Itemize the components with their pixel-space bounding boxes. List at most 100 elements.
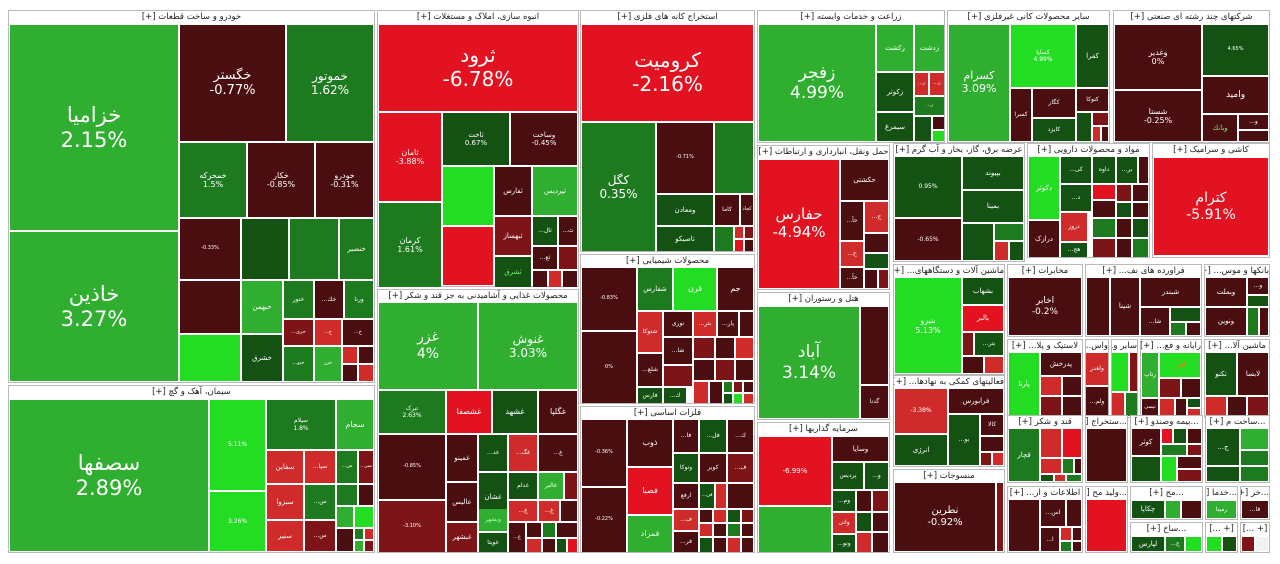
treemap-tile[interactable]: غ...: [509, 523, 525, 552]
treemap-tile[interactable]: [716, 338, 734, 358]
treemap-tile[interactable]: غشصفا: [447, 391, 491, 433]
treemap-tile[interactable]: بپیوند: [963, 157, 1023, 189]
treemap-tile[interactable]: ثامان -3.88%: [379, 113, 441, 201]
treemap-tile[interactable]: کساپا 4.99%: [1011, 25, 1075, 87]
treemap-tile[interactable]: [1117, 185, 1131, 201]
treemap-tile[interactable]: [527, 539, 541, 552]
treemap-tile[interactable]: [933, 131, 944, 141]
treemap-tile[interactable]: ثاخت 0.67%: [443, 113, 509, 165]
treemap-tile[interactable]: [1041, 459, 1061, 473]
treemap-tile[interactable]: کچاد: [741, 195, 753, 225]
treemap-tile[interactable]: کرمان 1.61%: [379, 203, 441, 287]
treemap-tile[interactable]: [933, 117, 944, 129]
treemap-tile[interactable]: [1093, 113, 1108, 125]
treemap-tile[interactable]: [533, 271, 547, 287]
treemap-tile[interactable]: [710, 382, 722, 403]
treemap-tile[interactable]: غ...: [539, 435, 577, 471]
treemap-tile[interactable]: کفرا: [1077, 25, 1108, 87]
treemap-tile[interactable]: شلع...: [638, 354, 662, 386]
treemap-tile[interactable]: خاذین 3.27%: [10, 232, 178, 381]
treemap-tile[interactable]: [565, 473, 577, 499]
treemap-tile[interactable]: [873, 491, 888, 511]
sector-header[interactable]: اطلاعات و ار... [+]: [1008, 487, 1082, 500]
treemap-tile[interactable]: [1187, 323, 1200, 335]
treemap-tile[interactable]: [359, 485, 373, 505]
treemap-tile[interactable]: کگل 0.35%: [582, 123, 655, 251]
treemap-tile[interactable]: [559, 247, 577, 269]
treemap-tile[interactable]: پدرخش: [1041, 353, 1081, 375]
treemap-tile[interactable]: اس...: [1041, 500, 1065, 526]
treemap-tile[interactable]: [1133, 203, 1148, 217]
treemap-tile[interactable]: [694, 338, 714, 358]
treemap-tile[interactable]: [1242, 537, 1254, 551]
treemap-tile[interactable]: [715, 227, 733, 251]
treemap-tile[interactable]: ورنا: [345, 281, 373, 318]
treemap-tile[interactable]: واتی: [833, 513, 855, 533]
treemap-tile[interactable]: [1207, 537, 1221, 551]
sector-header[interactable]: زراعت و خدمات وابسته [+]: [758, 11, 944, 24]
treemap-tile[interactable]: خمحرکه 1.5%: [180, 143, 246, 217]
treemap-tile[interactable]: ثع...: [533, 247, 557, 269]
treemap-tile[interactable]: 0%: [582, 332, 636, 403]
treemap-tile[interactable]: [728, 538, 740, 552]
treemap-tile[interactable]: سقاین: [267, 451, 303, 483]
treemap-tile[interactable]: [1132, 457, 1160, 481]
treemap-tile[interactable]: فر...: [674, 532, 698, 552]
treemap-tile[interactable]: بمینا: [963, 191, 1023, 222]
treemap-tile[interactable]: [1063, 429, 1081, 457]
treemap-tile[interactable]: کویر: [700, 454, 726, 482]
treemap-tile[interactable]: کسرا: [1011, 89, 1031, 141]
treemap-tile[interactable]: [1206, 397, 1226, 416]
treemap-tile[interactable]: وتوکا: [674, 454, 698, 482]
treemap-tile[interactable]: تپسی: [1142, 399, 1158, 416]
treemap-tile[interactable]: -3.10%: [379, 501, 445, 552]
treemap-tile[interactable]: [1067, 475, 1081, 481]
treemap-tile[interactable]: شتوکا: [638, 312, 662, 352]
treemap-tile[interactable]: [443, 227, 493, 285]
treemap-tile[interactable]: 3.26%: [210, 492, 265, 551]
treemap-tile[interactable]: غگ...: [509, 435, 537, 471]
treemap-tile[interactable]: تکنو: [1206, 353, 1236, 395]
treemap-tile[interactable]: [728, 524, 740, 536]
treemap-tile[interactable]: [1139, 157, 1148, 183]
treemap-tile[interactable]: خری...: [284, 320, 313, 345]
treemap-tile[interactable]: قرن: [674, 268, 716, 310]
treemap-tile[interactable]: ك...: [728, 420, 753, 452]
treemap-tile[interactable]: [1228, 397, 1246, 416]
treemap-tile[interactable]: [1248, 397, 1268, 416]
treemap-tile[interactable]: و...: [1239, 115, 1268, 129]
treemap-tile[interactable]: درازک: [1029, 221, 1059, 257]
treemap-tile[interactable]: [1256, 537, 1268, 551]
treemap-tile[interactable]: [981, 453, 991, 465]
treemap-tile[interactable]: [1223, 537, 1236, 551]
treemap-tile[interactable]: افرا: [1160, 353, 1200, 377]
treemap-tile[interactable]: [1133, 185, 1148, 201]
treemap-tile[interactable]: عالیس: [447, 483, 477, 521]
treemap-tile[interactable]: ا...: [1041, 528, 1059, 551]
treemap-tile[interactable]: غگلپا: [539, 391, 577, 433]
treemap-tile[interactable]: [993, 453, 1003, 465]
treemap-tile[interactable]: -0.22%: [582, 488, 626, 552]
treemap-tile[interactable]: ومعادن: [657, 195, 713, 225]
treemap-tile[interactable]: خ...: [343, 320, 373, 345]
sector-header[interactable]: ...ولید مح [+]: [1086, 487, 1127, 500]
sector-header[interactable]: واس... [+]: [1086, 340, 1108, 353]
treemap-tile[interactable]: [1133, 239, 1148, 257]
treemap-tile[interactable]: [1102, 127, 1108, 141]
treemap-tile[interactable]: [1186, 537, 1201, 551]
treemap-tile[interactable]: [1112, 353, 1128, 391]
treemap-tile[interactable]: [664, 366, 692, 386]
treemap-tile[interactable]: حآ...: [841, 268, 863, 288]
treemap-tile[interactable]: [1239, 131, 1268, 141]
treemap-tile[interactable]: [857, 491, 871, 511]
treemap-tile[interactable]: [365, 541, 373, 551]
treemap-tile[interactable]: [1188, 409, 1200, 416]
treemap-tile[interactable]: ج...: [1166, 537, 1184, 551]
treemap-tile[interactable]: [1162, 445, 1186, 455]
treemap-tile[interactable]: [1178, 470, 1201, 481]
treemap-tile[interactable]: [728, 510, 740, 522]
treemap-tile[interactable]: سیلام 1.8%: [267, 400, 335, 449]
treemap-tile[interactable]: [1166, 501, 1180, 518]
sector-header[interactable]: فراورده های نف... [+]: [1086, 265, 1201, 278]
sector-header[interactable]: سایر محصولات کانی غیرفلزی [+]: [948, 11, 1109, 24]
